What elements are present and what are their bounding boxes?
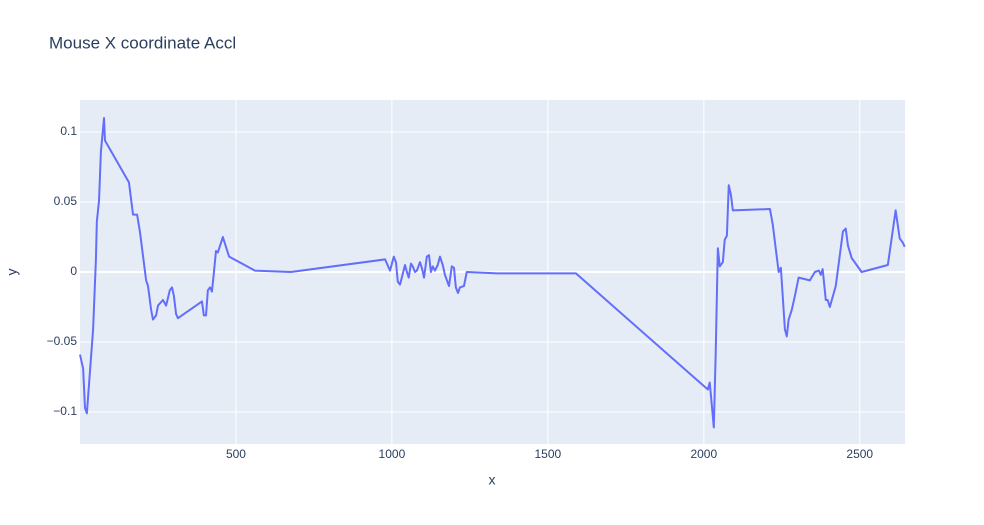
- x-tick-label: 1500: [535, 447, 562, 461]
- x-axis-title: x: [489, 472, 496, 488]
- chart-title: Mouse X coordinate Accl: [49, 33, 236, 52]
- y-tick-label: 0.05: [54, 194, 78, 208]
- x-tick-label: 2500: [846, 447, 873, 461]
- y-tick-label: −0.1: [53, 404, 77, 418]
- x-tick-label: 500: [226, 447, 246, 461]
- y-tick-label: 0: [70, 264, 77, 278]
- data-line: [79, 117, 906, 429]
- y-tick-label: 0.1: [60, 124, 77, 138]
- x-tick-label: 2000: [690, 447, 717, 461]
- y-tick-label: −0.05: [47, 334, 78, 348]
- x-tick-label: 1000: [379, 447, 406, 461]
- y-axis-title: y: [4, 269, 20, 276]
